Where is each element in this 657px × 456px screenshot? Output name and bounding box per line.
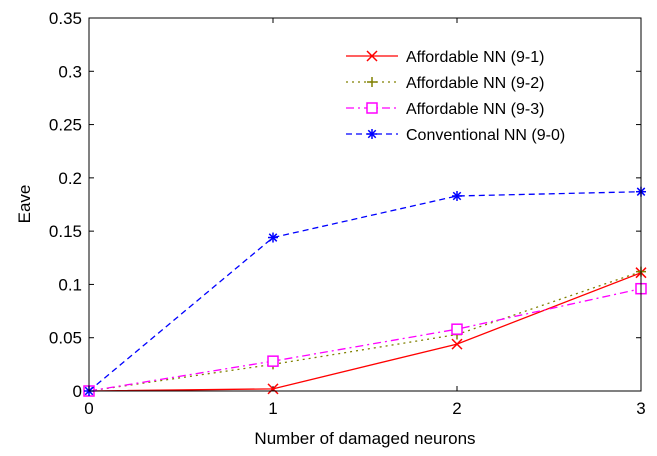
data-point xyxy=(452,190,462,201)
series-line xyxy=(88,288,642,392)
y-axis-label: Eave xyxy=(15,185,34,224)
legend-label: Conventional NN (9-0) xyxy=(406,127,565,144)
x-tick-label: 1 xyxy=(268,399,277,418)
legend-item: Conventional NN (9-0) xyxy=(346,127,565,144)
y-tick-label: 0.1 xyxy=(58,275,82,294)
series-line xyxy=(88,191,642,392)
y-tick-label: 0.35 xyxy=(49,9,82,28)
legend-item: Affordable NN (9-1) xyxy=(346,49,544,66)
x-tick-label: 3 xyxy=(636,399,645,418)
series-line xyxy=(88,271,642,392)
x-tick-label: 0 xyxy=(84,399,93,418)
x-tick-label: 2 xyxy=(452,399,461,418)
legend-item: Affordable NN (9-2) xyxy=(346,75,544,92)
y-tick-label: 0 xyxy=(73,382,82,401)
data-point xyxy=(267,355,279,367)
legend-marker xyxy=(367,77,377,87)
y-tick-label: 0.15 xyxy=(49,222,82,241)
legend: Affordable NN (9-1) Affordable NN (9-2) Af… xyxy=(334,41,622,159)
y-tick-label: 0.3 xyxy=(58,62,82,81)
data-point xyxy=(268,232,278,243)
data-point xyxy=(451,323,463,335)
data-point xyxy=(267,383,279,395)
legend-marker xyxy=(366,50,378,62)
legend-marker xyxy=(367,129,377,139)
legend-item: Affordable NN (9-3) xyxy=(346,101,544,118)
y-tick-label: 0.2 xyxy=(58,169,82,188)
plot-frame xyxy=(88,17,642,392)
legend-label: Affordable NN (9-2) xyxy=(406,75,544,92)
series-line xyxy=(88,272,642,392)
tick-labels: 0 1 2 3 0 0.05 0.1 0.15 0.2 0.25 0.3 0.35 xyxy=(49,9,646,418)
legend-label: Affordable NN (9-3) xyxy=(406,101,544,118)
series-4 xyxy=(84,186,646,396)
x-axis-label: Number of damaged neurons xyxy=(254,429,475,448)
legend-marker xyxy=(366,102,378,114)
legend-box xyxy=(334,41,622,159)
y-tick-label: 0.25 xyxy=(49,116,82,135)
y-tick-label: 0.05 xyxy=(49,329,82,348)
data-point xyxy=(451,338,463,350)
legend-label: Affordable NN (9-1) xyxy=(406,49,544,66)
